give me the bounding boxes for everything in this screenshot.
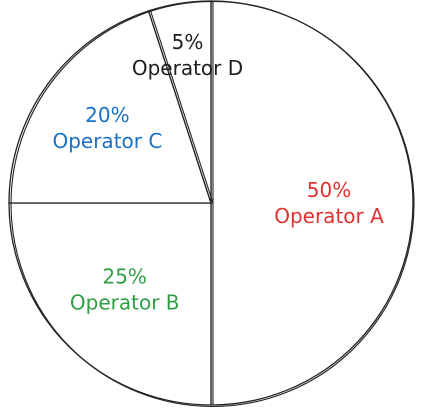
pie-percent-label-operator-d: 5% — [172, 30, 204, 54]
pie-name-label-operator-c: Operator C — [52, 129, 162, 153]
pie-divider-operator-d — [150, 10, 214, 204]
pie-name-label-operator-b: Operator B — [70, 290, 180, 314]
pie-name-label-operator-a: Operator A — [274, 204, 384, 228]
pie-percent-label-operator-b: 25% — [102, 264, 146, 288]
pie-outer-ring — [10, 0, 415, 408]
pie-slices — [8, 0, 414, 406]
pie-percent-label-operator-c: 20% — [85, 103, 129, 127]
pie-percent-label-operator-a: 50% — [307, 178, 351, 202]
pie-outline — [10, 0, 415, 408]
pie-slice-operator-c — [8, 10, 212, 204]
pie-name-label-operator-d: Operator D — [132, 56, 243, 80]
pie-labels: 50%Operator A 25%Operator B 20%Operator C 5… — [52, 30, 384, 314]
